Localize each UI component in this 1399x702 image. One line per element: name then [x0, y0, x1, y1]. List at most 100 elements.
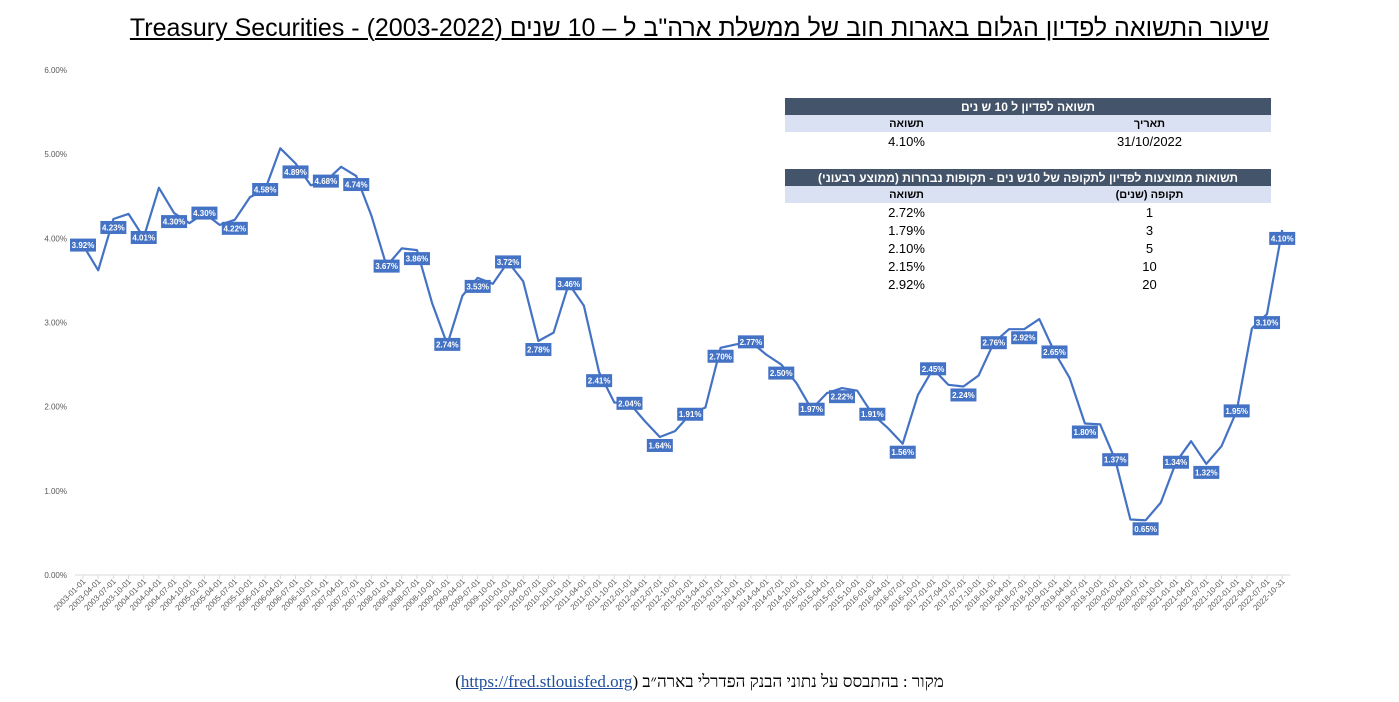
data-label-bg [1071, 425, 1098, 439]
avg-period-value: 10 [1142, 258, 1157, 274]
data-label-bg [859, 407, 886, 421]
data-label: 4.58% [254, 186, 277, 195]
data-label: 4.22% [223, 224, 246, 233]
data-label-bg [677, 407, 704, 421]
source-note: מקור : בהתבסס על נתוני הבנק הפדרלי בארה״… [0, 672, 1399, 692]
y-tick-label: 0.00% [44, 571, 67, 580]
data-label: 2.22% [831, 393, 854, 402]
data-label: 3.86% [406, 255, 429, 264]
y-tick-label: 1.00% [44, 487, 67, 496]
data-label-bg [737, 335, 764, 349]
data-label-bg [616, 396, 643, 410]
data-label-bg [555, 277, 582, 291]
data-label: 2.78% [527, 346, 550, 355]
data-label: 1.34% [1165, 458, 1188, 467]
data-label-bg [889, 445, 916, 459]
data-label-bg [100, 220, 127, 234]
data-label-bg [950, 388, 977, 402]
data-label: 1.91% [861, 410, 884, 419]
data-label: 2.24% [952, 391, 975, 400]
table-row: 2.10% 5 [785, 239, 1271, 257]
data-label-bg [920, 362, 947, 376]
col-header-yield: תשואה [785, 186, 1028, 203]
data-label-bg [525, 343, 552, 357]
data-label-bg [434, 337, 461, 351]
col-header-date: תאריך [1028, 115, 1271, 132]
data-label: 4.68% [315, 177, 338, 186]
x-axis: 2003-01-012003-04-012003-07-012003-10-01… [52, 574, 1291, 612]
data-label-bg [586, 374, 613, 388]
source-link[interactable]: https://fred.stlouisfed.org [460, 672, 633, 691]
data-label: 4.01% [132, 233, 155, 242]
data-label-bg [768, 366, 795, 380]
data-label: 4.23% [102, 223, 125, 232]
y-tick-label: 4.00% [44, 234, 67, 243]
data-label: 2.70% [709, 352, 732, 361]
data-label-bg [373, 259, 400, 273]
current-yield-table: תשואה לפדיון ל 10 ש נים תשואה תאריך 4.10… [785, 98, 1271, 150]
data-label: 4.89% [284, 168, 307, 177]
data-label-bg [403, 252, 430, 266]
data-label-bg [980, 336, 1007, 350]
data-label-bg [343, 178, 370, 192]
data-label: 1.91% [679, 410, 702, 419]
data-label-bg [1223, 404, 1250, 418]
avg-yield-value: 2.92% [888, 276, 925, 292]
data-label-bg [1102, 453, 1129, 467]
source-suffix: ) [455, 672, 461, 691]
data-label-bg [1254, 316, 1281, 330]
source-prefix: מקור : בהתבסס על נתוני הבנק הפדרלי בארה״… [632, 672, 944, 691]
data-label-bg [312, 174, 339, 188]
data-label-bg [161, 215, 188, 229]
data-label: 4.30% [163, 218, 186, 227]
data-label-bg [1011, 331, 1038, 345]
table-row: 2.72% 1 [785, 203, 1271, 221]
data-label: 0.65% [1134, 525, 1157, 534]
data-label: 3.92% [72, 241, 95, 250]
data-label: 4.74% [345, 181, 368, 190]
data-label-bg [1269, 231, 1296, 245]
avg-period-value: 20 [1142, 276, 1157, 292]
avg-period-value: 1 [1145, 204, 1154, 220]
y-tick-label: 6.00% [44, 66, 67, 75]
avg-period-value: 5 [1145, 240, 1154, 256]
data-label: 3.10% [1256, 319, 1279, 328]
current-yield-table-header: תשואה לפדיון ל 10 ש נים [785, 98, 1271, 115]
data-label: 4.10% [1271, 234, 1294, 243]
chart-title: Treasury Securities - שיעור התשואה לפדיו… [129, 14, 1270, 42]
y-tick-label: 3.00% [44, 319, 67, 328]
data-label: 1.64% [648, 441, 671, 450]
data-label: 2.50% [770, 369, 793, 378]
y-tick-label: 2.00% [44, 403, 67, 412]
data-label-bg [829, 390, 855, 404]
avg-yield-value: 2.10% [888, 240, 925, 256]
col-header-yield: תשואה [785, 115, 1028, 132]
data-label: 3.67% [375, 262, 398, 271]
data-label: 2.74% [436, 340, 459, 349]
data-label: 1.37% [1104, 456, 1127, 465]
data-label: 2.92% [1013, 334, 1036, 343]
data-label: 2.04% [618, 399, 641, 408]
avg-yield-value: 2.72% [888, 204, 925, 220]
data-label-bg [1041, 345, 1068, 359]
data-label-bg [1162, 455, 1189, 469]
data-label: 2.65% [1043, 348, 1066, 357]
data-label-bg [798, 402, 825, 416]
data-label: 4.30% [193, 209, 216, 218]
average-yield-table: תשואות ממוצעות לפדיון לתקופה של 10ש נים … [785, 169, 1271, 293]
data-label-bg [282, 165, 309, 179]
current-yield-value: 4.10% [888, 133, 925, 149]
data-label-bg [646, 438, 673, 452]
table-row: 2.15% 10 [785, 257, 1271, 275]
data-label: 1.32% [1195, 468, 1218, 477]
data-label-bg [70, 238, 96, 252]
data-label-bg [1193, 465, 1220, 479]
data-label-bg [1132, 522, 1159, 536]
table-row: 1.79% 3 [785, 221, 1271, 239]
avg-period-value: 3 [1145, 222, 1154, 238]
table-row: 2.92% 20 [785, 275, 1271, 293]
data-label-bg [707, 349, 734, 363]
data-label: 2.41% [588, 377, 611, 386]
data-label: 3.46% [557, 280, 580, 289]
